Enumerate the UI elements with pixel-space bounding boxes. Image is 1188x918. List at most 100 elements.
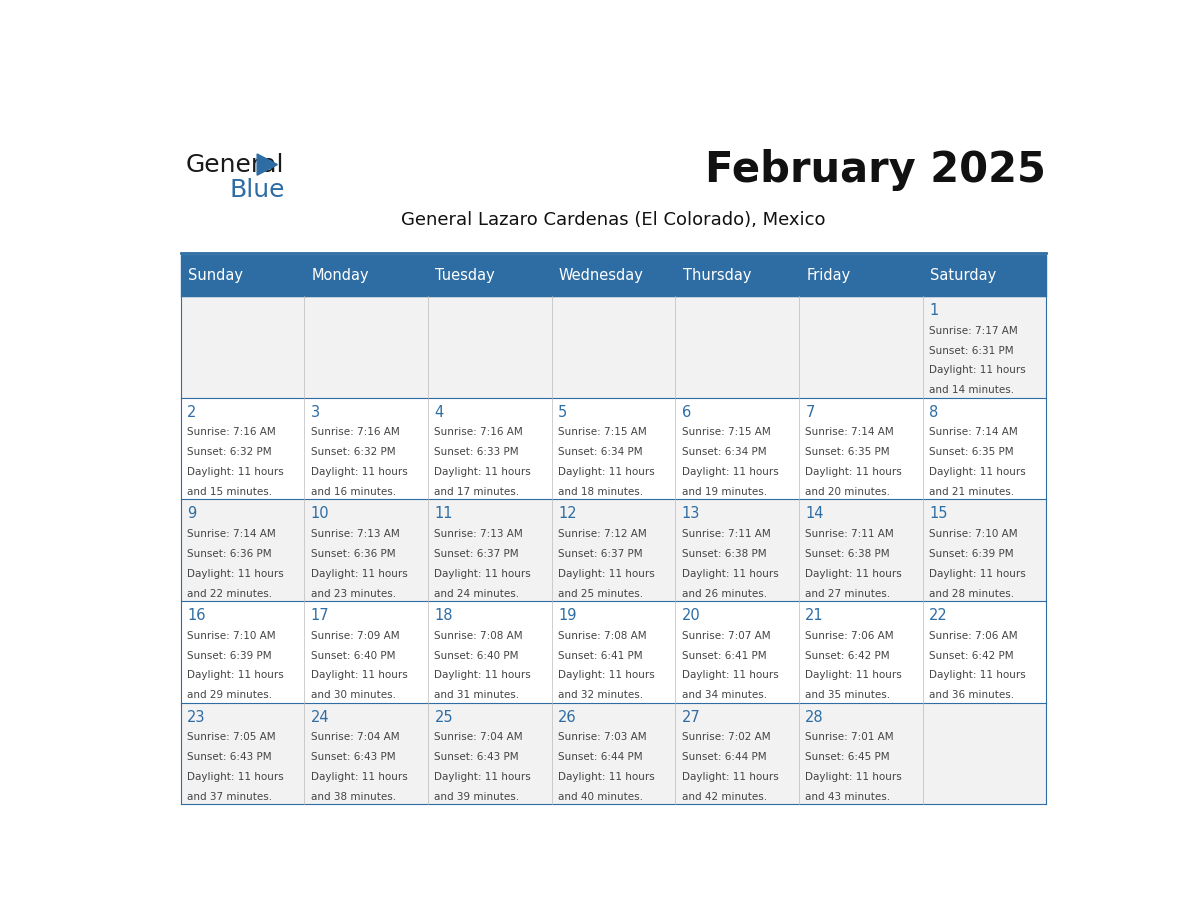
Text: and 26 minutes.: and 26 minutes. bbox=[682, 588, 766, 599]
Bar bbox=[675, 601, 798, 702]
Text: Sunset: 6:43 PM: Sunset: 6:43 PM bbox=[311, 752, 396, 762]
Text: Sunrise: 7:16 AM: Sunrise: 7:16 AM bbox=[435, 428, 523, 437]
Text: and 29 minutes.: and 29 minutes. bbox=[188, 690, 272, 700]
Text: Sunset: 6:32 PM: Sunset: 6:32 PM bbox=[311, 447, 396, 457]
Text: Sunset: 6:32 PM: Sunset: 6:32 PM bbox=[188, 447, 272, 457]
Text: 2: 2 bbox=[188, 405, 196, 420]
Text: Blue: Blue bbox=[229, 178, 285, 202]
Text: Sunrise: 7:04 AM: Sunrise: 7:04 AM bbox=[435, 733, 523, 743]
Text: and 15 minutes.: and 15 minutes. bbox=[188, 487, 272, 497]
Text: and 34 minutes.: and 34 minutes. bbox=[682, 690, 766, 700]
Text: Daylight: 11 hours: Daylight: 11 hours bbox=[188, 568, 284, 578]
Text: and 14 minutes.: and 14 minutes. bbox=[929, 386, 1015, 396]
Text: and 20 minutes.: and 20 minutes. bbox=[805, 487, 890, 497]
Text: 20: 20 bbox=[682, 608, 701, 623]
Text: February 2025: February 2025 bbox=[706, 150, 1047, 191]
Bar bbox=[923, 601, 1047, 702]
Text: Sunrise: 7:17 AM: Sunrise: 7:17 AM bbox=[929, 326, 1018, 336]
Bar bbox=[798, 601, 923, 702]
Text: Sunrise: 7:08 AM: Sunrise: 7:08 AM bbox=[558, 631, 646, 641]
Bar bbox=[304, 297, 428, 397]
Bar bbox=[675, 702, 798, 804]
Text: 6: 6 bbox=[682, 405, 691, 420]
Text: 1: 1 bbox=[929, 303, 939, 319]
Text: Sunrise: 7:06 AM: Sunrise: 7:06 AM bbox=[805, 631, 895, 641]
Text: Tuesday: Tuesday bbox=[435, 268, 495, 283]
Text: Daylight: 11 hours: Daylight: 11 hours bbox=[435, 467, 531, 477]
Text: Daylight: 11 hours: Daylight: 11 hours bbox=[558, 467, 655, 477]
Text: Daylight: 11 hours: Daylight: 11 hours bbox=[435, 568, 531, 578]
Bar bbox=[923, 499, 1047, 601]
Text: Daylight: 11 hours: Daylight: 11 hours bbox=[558, 772, 655, 782]
Text: and 42 minutes.: and 42 minutes. bbox=[682, 792, 766, 801]
Bar bbox=[551, 702, 675, 804]
Text: Sunrise: 7:14 AM: Sunrise: 7:14 AM bbox=[188, 529, 276, 539]
Text: 17: 17 bbox=[311, 608, 329, 623]
Text: Daylight: 11 hours: Daylight: 11 hours bbox=[805, 568, 902, 578]
Text: 14: 14 bbox=[805, 507, 823, 521]
Text: 3: 3 bbox=[311, 405, 320, 420]
Text: and 39 minutes.: and 39 minutes. bbox=[435, 792, 519, 801]
Text: Sunrise: 7:15 AM: Sunrise: 7:15 AM bbox=[558, 428, 646, 437]
Text: and 37 minutes.: and 37 minutes. bbox=[188, 792, 272, 801]
Bar bbox=[675, 297, 798, 397]
Text: 13: 13 bbox=[682, 507, 700, 521]
Text: and 23 minutes.: and 23 minutes. bbox=[311, 588, 396, 599]
Text: 18: 18 bbox=[435, 608, 453, 623]
Text: Sunset: 6:39 PM: Sunset: 6:39 PM bbox=[188, 651, 272, 661]
Text: 10: 10 bbox=[311, 507, 329, 521]
Text: Sunset: 6:36 PM: Sunset: 6:36 PM bbox=[311, 549, 396, 559]
Text: Sunset: 6:34 PM: Sunset: 6:34 PM bbox=[558, 447, 643, 457]
Text: 4: 4 bbox=[435, 405, 443, 420]
Bar bbox=[798, 397, 923, 499]
Bar bbox=[923, 702, 1047, 804]
Text: and 31 minutes.: and 31 minutes. bbox=[435, 690, 519, 700]
Text: 23: 23 bbox=[188, 710, 206, 724]
Text: Wednesday: Wednesday bbox=[560, 268, 644, 283]
Text: Sunset: 6:42 PM: Sunset: 6:42 PM bbox=[929, 651, 1013, 661]
Text: Daylight: 11 hours: Daylight: 11 hours bbox=[682, 467, 778, 477]
Text: Sunset: 6:37 PM: Sunset: 6:37 PM bbox=[558, 549, 643, 559]
Text: Sunrise: 7:07 AM: Sunrise: 7:07 AM bbox=[682, 631, 770, 641]
Text: Sunrise: 7:04 AM: Sunrise: 7:04 AM bbox=[311, 733, 399, 743]
Text: Sunrise: 7:15 AM: Sunrise: 7:15 AM bbox=[682, 428, 771, 437]
Text: and 38 minutes.: and 38 minutes. bbox=[311, 792, 396, 801]
Text: and 40 minutes.: and 40 minutes. bbox=[558, 792, 643, 801]
Text: Sunset: 6:31 PM: Sunset: 6:31 PM bbox=[929, 345, 1013, 355]
Text: Sunday: Sunday bbox=[188, 268, 244, 283]
Bar bbox=[551, 601, 675, 702]
Text: Daylight: 11 hours: Daylight: 11 hours bbox=[929, 670, 1025, 680]
Text: Daylight: 11 hours: Daylight: 11 hours bbox=[805, 772, 902, 782]
Text: Sunset: 6:45 PM: Sunset: 6:45 PM bbox=[805, 752, 890, 762]
Text: Monday: Monday bbox=[311, 268, 369, 283]
Text: and 30 minutes.: and 30 minutes. bbox=[311, 690, 396, 700]
Bar bbox=[181, 601, 304, 702]
Bar bbox=[551, 297, 675, 397]
Text: 11: 11 bbox=[435, 507, 453, 521]
Text: Sunrise: 7:14 AM: Sunrise: 7:14 AM bbox=[805, 428, 895, 437]
Text: 19: 19 bbox=[558, 608, 576, 623]
Text: and 28 minutes.: and 28 minutes. bbox=[929, 588, 1015, 599]
Text: Daylight: 11 hours: Daylight: 11 hours bbox=[188, 467, 284, 477]
Bar bbox=[304, 601, 428, 702]
Text: 5: 5 bbox=[558, 405, 568, 420]
Bar bbox=[181, 397, 304, 499]
Text: Daylight: 11 hours: Daylight: 11 hours bbox=[311, 467, 407, 477]
Text: Sunset: 6:39 PM: Sunset: 6:39 PM bbox=[929, 549, 1013, 559]
Text: and 21 minutes.: and 21 minutes. bbox=[929, 487, 1015, 497]
Text: Sunset: 6:38 PM: Sunset: 6:38 PM bbox=[805, 549, 890, 559]
Text: Sunset: 6:40 PM: Sunset: 6:40 PM bbox=[435, 651, 519, 661]
Text: 27: 27 bbox=[682, 710, 701, 724]
Bar bbox=[304, 499, 428, 601]
Text: 15: 15 bbox=[929, 507, 948, 521]
Text: Sunrise: 7:01 AM: Sunrise: 7:01 AM bbox=[805, 733, 895, 743]
Bar bbox=[181, 499, 304, 601]
Text: and 18 minutes.: and 18 minutes. bbox=[558, 487, 643, 497]
Text: Sunrise: 7:14 AM: Sunrise: 7:14 AM bbox=[929, 428, 1018, 437]
Text: Sunrise: 7:11 AM: Sunrise: 7:11 AM bbox=[805, 529, 895, 539]
Text: Sunrise: 7:13 AM: Sunrise: 7:13 AM bbox=[435, 529, 523, 539]
Text: Daylight: 11 hours: Daylight: 11 hours bbox=[188, 772, 284, 782]
Text: Sunrise: 7:09 AM: Sunrise: 7:09 AM bbox=[311, 631, 399, 641]
Bar bbox=[181, 255, 1047, 297]
Text: Sunrise: 7:05 AM: Sunrise: 7:05 AM bbox=[188, 733, 276, 743]
